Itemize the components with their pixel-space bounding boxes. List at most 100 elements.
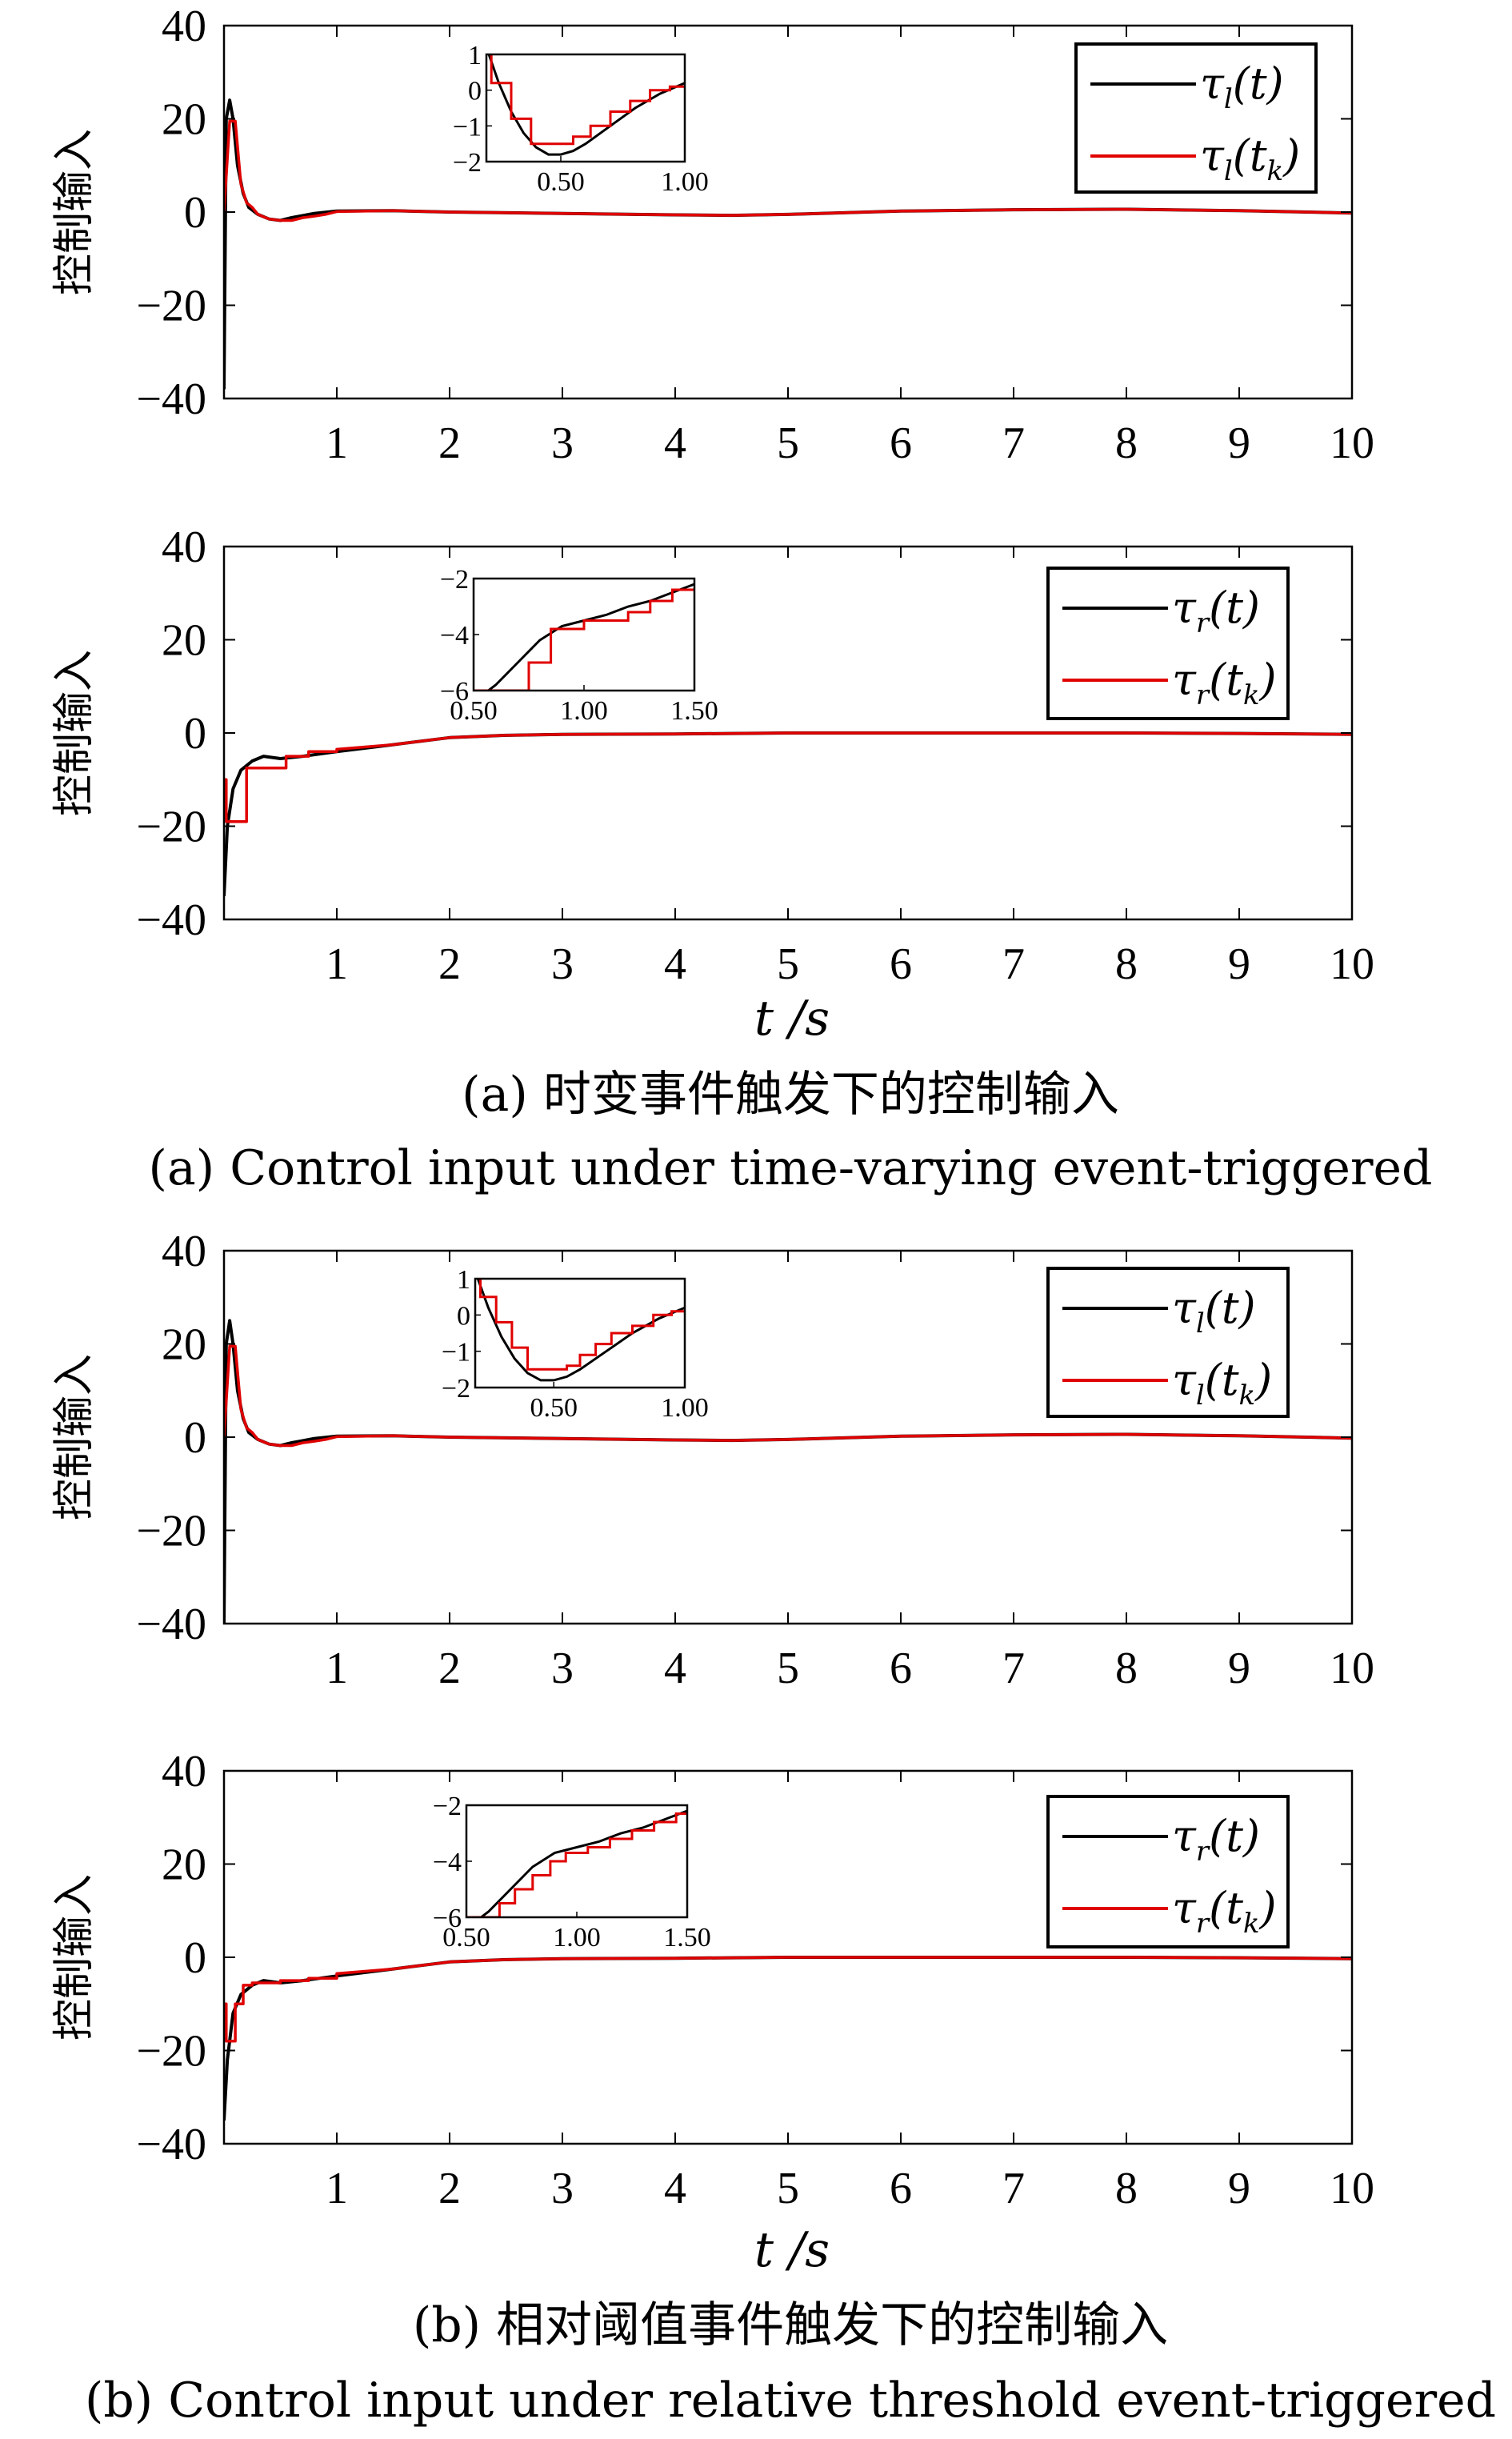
inset-background xyxy=(475,1279,685,1388)
x-tick-label: 10 xyxy=(1330,939,1374,989)
legend-entry-continuous: τr(t) xyxy=(1172,583,1260,639)
y-tick-label: 40 xyxy=(162,2,206,51)
y-tick-label: 20 xyxy=(162,95,206,145)
x-tick-label: 4 xyxy=(664,2164,686,2213)
y-tick-label: 40 xyxy=(162,1227,206,1276)
y-tick-label: 0 xyxy=(184,188,206,238)
x-tick-label: 9 xyxy=(1228,1644,1250,1693)
y-tick-label: −40 xyxy=(136,2120,206,2169)
y-tick-label: 0 xyxy=(184,1413,206,1463)
x-tick-label: 6 xyxy=(890,939,912,989)
y-axis-label: 控制输入 xyxy=(50,129,98,295)
legend-entry-continuous: τl(t) xyxy=(1172,1283,1256,1340)
x-tick-label: 2 xyxy=(438,939,461,989)
legend-box xyxy=(1046,1795,1290,1948)
chart-panel-a-right: −40 −20 0 20 40 1 2 3 4 5 6 7 8 9 10 控制输入 −6 −4 −2 0.50 1.00… xyxy=(50,523,1374,989)
caption-a-chinese: (a) 时变事件触发下的控制输入 xyxy=(462,1067,1119,1123)
y-tick-label: 40 xyxy=(162,1747,206,1796)
x-tick-label: 10 xyxy=(1330,419,1374,468)
legend-box xyxy=(1046,567,1290,720)
inset-x-tick-label: 0.50 xyxy=(450,696,498,726)
series-group xyxy=(224,1956,1352,2121)
y-tick-label: 20 xyxy=(162,1840,206,1890)
series-line-triggered xyxy=(224,731,1352,823)
x-tick-label: 7 xyxy=(1002,419,1025,468)
x-tick-label: 6 xyxy=(890,419,912,468)
inset-series-line-triggered xyxy=(490,54,685,146)
x-tick-label: 8 xyxy=(1115,1644,1138,1693)
inset-x-tick-label: 1.50 xyxy=(670,696,718,726)
inset-y-tick-label: 0 xyxy=(468,77,482,106)
y-axis-label: 控制输入 xyxy=(50,1354,98,1520)
inset-x-tick-label: 1.50 xyxy=(663,1923,711,1952)
legend-entry-triggered: τr(tk) xyxy=(1172,1883,1277,1940)
chart-panel-b-right: −40 −20 0 20 40 1 2 3 4 5 6 7 8 9 10 控制输入 −6 −4 −2 0.50 1.00… xyxy=(50,1747,1374,2213)
y-tick-label: 20 xyxy=(162,616,206,666)
x-tick-label: 5 xyxy=(777,939,799,989)
series-group xyxy=(224,1319,1352,1624)
inset-series-line-triggered xyxy=(479,1279,685,1371)
x-tick-label: 4 xyxy=(664,939,686,989)
x-tick-label: 5 xyxy=(777,419,799,468)
inset-x-tick-label: 0.50 xyxy=(530,1393,578,1423)
legend: τr(t) τr(tk) xyxy=(1046,567,1290,720)
y-tick-label: −40 xyxy=(136,1600,206,1649)
legend-entry-triggered: τl(tk) xyxy=(1172,1355,1272,1412)
legend-entry-continuous: τl(t) xyxy=(1200,58,1284,115)
x-tick-label: 8 xyxy=(1115,2164,1138,2213)
y-tick-label: −20 xyxy=(136,1507,206,1556)
inset-series-group xyxy=(487,54,685,156)
inset-y-tick-label: −1 xyxy=(442,1338,470,1368)
x-tick-label: 9 xyxy=(1228,939,1250,989)
x-tick-label: 3 xyxy=(551,419,574,468)
y-tick-label: −20 xyxy=(136,282,206,331)
series-group xyxy=(224,731,1352,896)
x-tick-label: 7 xyxy=(1002,2164,1025,2213)
series-line-triggered xyxy=(224,1344,1352,1448)
inset-x-tick-label: 0.50 xyxy=(442,1923,490,1952)
series-group xyxy=(224,98,1352,390)
x-tick-label: 10 xyxy=(1330,2164,1374,2213)
inset-y-tick-label: −1 xyxy=(453,112,482,142)
x-tick-label: 5 xyxy=(777,2164,799,2213)
x-axis-label-a: t /s xyxy=(754,991,830,1047)
x-tick-label: 8 xyxy=(1115,419,1138,468)
inset-series-line-triggered xyxy=(466,1812,687,1917)
x-tick-label: 1 xyxy=(326,939,348,989)
y-tick-label: 40 xyxy=(162,523,206,572)
inset-y-tick-label: −2 xyxy=(442,1374,470,1404)
x-tick-label: 4 xyxy=(664,1644,686,1693)
y-tick-label: −40 xyxy=(136,895,206,945)
legend-entry-triggered: τl(tk) xyxy=(1200,130,1300,187)
x-tick-label: 2 xyxy=(438,419,461,468)
inset-y-tick-label: −6 xyxy=(440,677,469,707)
x-tick-label: 10 xyxy=(1330,1644,1374,1693)
inset-series-group xyxy=(476,1279,685,1382)
x-tick-label: 1 xyxy=(326,419,348,468)
inset-y-tick-label: 0 xyxy=(457,1301,470,1331)
legend-box xyxy=(1046,1267,1290,1418)
caption-b-chinese: (b) 相对阈值事件触发下的控制输入 xyxy=(413,2297,1168,2353)
x-tick-label: 3 xyxy=(551,939,574,989)
y-axis-label: 控制输入 xyxy=(50,1874,98,2041)
inset-x-tick-label: 0.50 xyxy=(537,167,585,197)
y-tick-label: −20 xyxy=(136,2027,206,2077)
inset-frame xyxy=(485,53,686,163)
inset-x-tick-label: 1.00 xyxy=(560,696,608,726)
inset-x-tick-label: 1.00 xyxy=(553,1923,601,1952)
inset-zoom: −6 −4 −2 0.50 1.00 1.50 xyxy=(433,1792,711,1952)
x-tick-label: 5 xyxy=(777,1644,799,1693)
caption-b-english: (b) Control input under relative thresho… xyxy=(85,2373,1496,2429)
x-tick-label: 1 xyxy=(326,2164,348,2213)
x-axis-label-b: t /s xyxy=(754,2222,830,2278)
y-tick-label: 20 xyxy=(162,1320,206,1370)
inset-x-tick-label: 1.00 xyxy=(661,1393,709,1423)
inset-y-tick-label: −6 xyxy=(433,1904,462,1933)
x-tick-label: 3 xyxy=(551,2164,574,2213)
x-tick-label: 9 xyxy=(1228,419,1250,468)
y-tick-label: −20 xyxy=(136,803,206,852)
chart-panel-b-left: −40 −20 0 20 40 1 2 3 4 5 6 7 8 9 10 控制输入 −2 −1 0 1 0.50 1.00… xyxy=(50,1227,1374,1693)
series-line-continuous xyxy=(224,1956,1352,2121)
x-tick-label: 7 xyxy=(1002,1644,1025,1693)
